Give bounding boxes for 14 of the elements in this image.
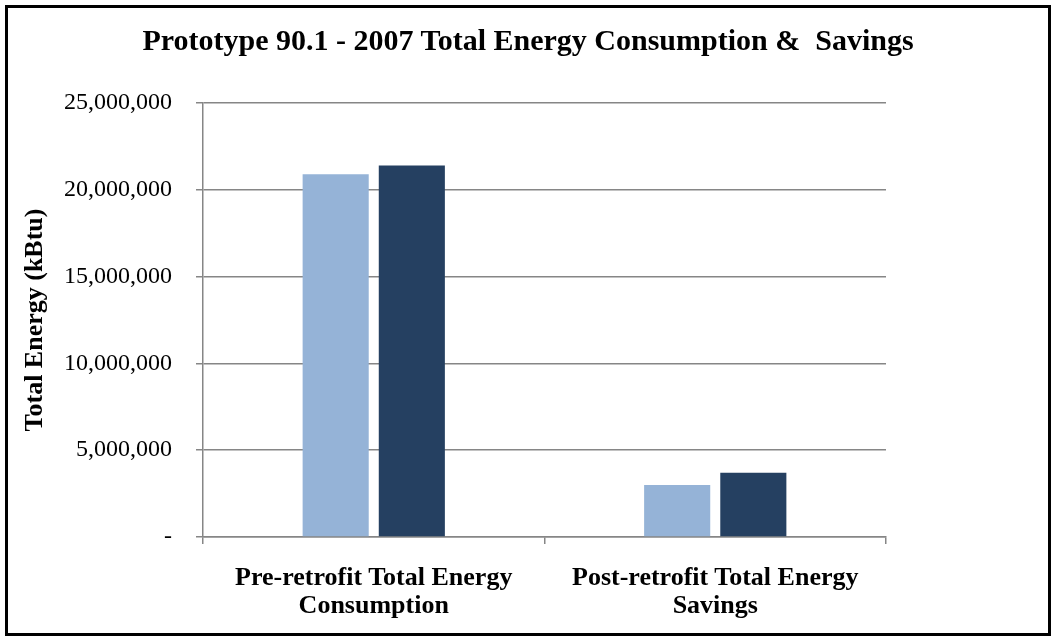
bar xyxy=(378,165,445,537)
y-tick-label: 5,000,000 xyxy=(76,435,172,462)
x-tick-label: Pre-retrofit Total Energy Consumption xyxy=(235,561,513,619)
chart-title: Prototype 90.1 - 2007 Total Energy Consumption & Savings xyxy=(142,22,914,56)
y-tick-label: - xyxy=(164,522,172,549)
y-tick-label: 20,000,000 xyxy=(64,175,172,202)
y-axis-title: Total Energy (kBtu) xyxy=(19,208,49,432)
bar xyxy=(644,484,711,537)
y-tick-label: 25,000,000 xyxy=(64,88,172,115)
y-tick-label: 15,000,000 xyxy=(64,261,172,288)
bar xyxy=(720,472,787,537)
bar xyxy=(302,174,369,537)
y-tick-label: 10,000,000 xyxy=(64,348,172,375)
x-tick-label: Post-retrofit Total Energy Savings xyxy=(572,561,859,619)
